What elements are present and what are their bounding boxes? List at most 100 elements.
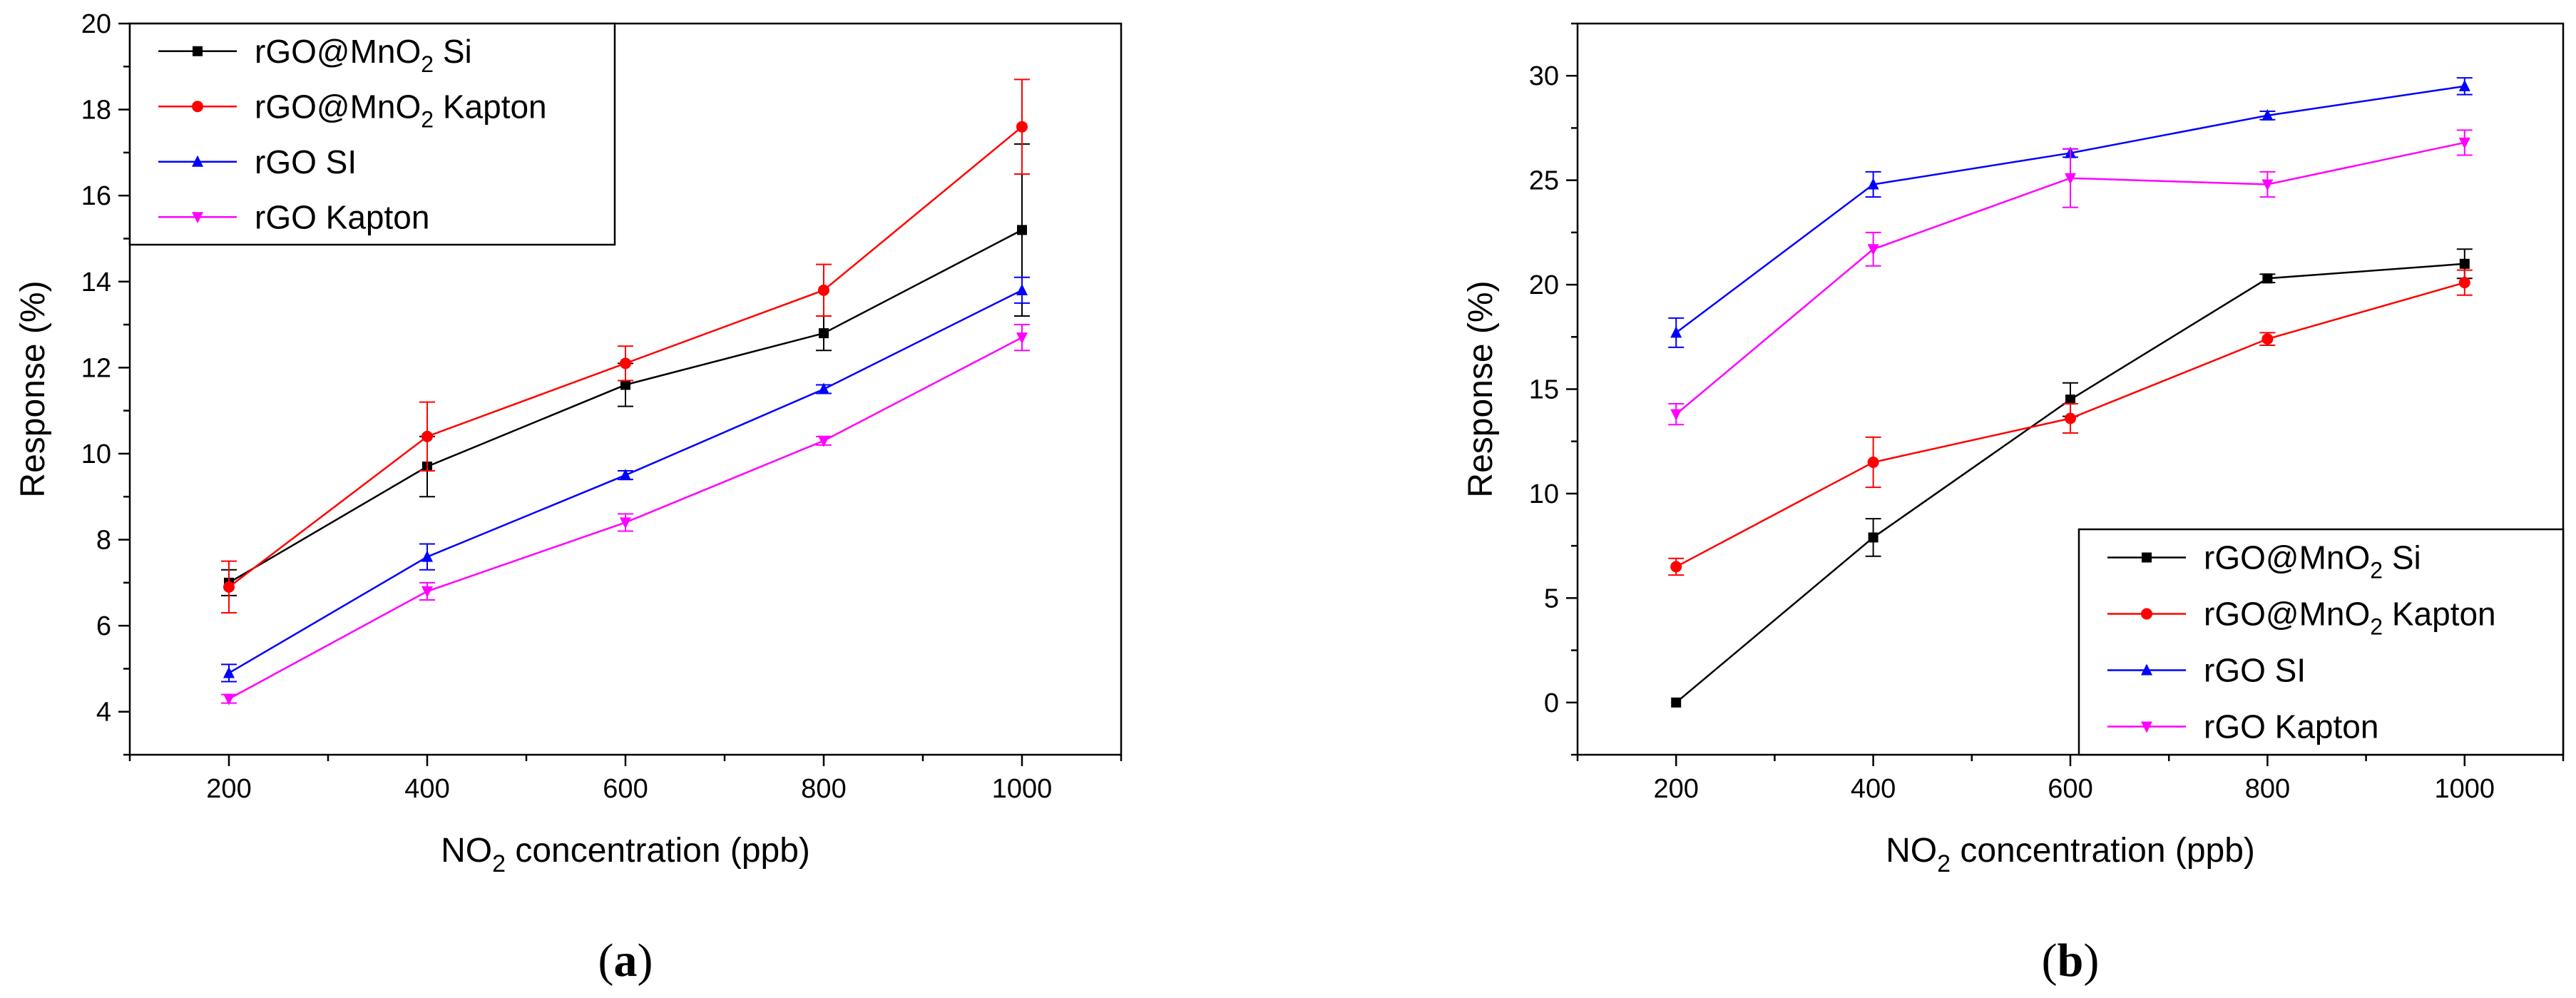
legend-marker: [2141, 721, 2152, 733]
data-point: [2458, 277, 2470, 289]
y-axis-title: Response (%): [1462, 280, 1500, 497]
y-tick-label: 14: [81, 268, 111, 297]
legend-marker: [192, 155, 203, 167]
x-tick-label: 1000: [2435, 774, 2495, 804]
data-point: [2065, 173, 2076, 185]
x-axis-title: NO2 concentration (ppb): [1886, 832, 2255, 877]
data-point: [1670, 409, 1682, 421]
y-tick-label: 20: [81, 9, 111, 39]
data-point: [818, 284, 829, 296]
x-tick-label: 1000: [992, 774, 1053, 804]
y-tick-label: 5: [1544, 584, 1559, 613]
series-line: [1675, 85, 2465, 334]
data-point: [2065, 394, 2075, 405]
legend-item: rGO@MnO2 Si: [158, 33, 472, 77]
legend-label: rGO@MnO2 Kapton: [255, 88, 547, 132]
legend-item: rGO@MnO2 Kapton: [158, 88, 547, 132]
y-tick-label: 0: [1544, 688, 1559, 718]
data-point: [2458, 79, 2470, 91]
legend-marker: [192, 101, 203, 113]
data-point: [2262, 273, 2273, 284]
legend-label: rGO SI: [2204, 652, 2306, 689]
legend-box: [2077, 528, 2565, 756]
data-point: [2261, 333, 2274, 345]
data-point: [620, 469, 631, 481]
data-point: [421, 430, 433, 442]
x-axis-title: NO2 concentration (ppb): [441, 832, 810, 877]
data-point: [620, 357, 631, 370]
data-point: [1017, 225, 1027, 235]
x-tick-label: 400: [1851, 774, 1896, 804]
data-point: [818, 382, 829, 394]
legend-item: rGO Kapton: [158, 198, 429, 235]
data-point: [2065, 412, 2076, 424]
y-tick-label: 25: [1529, 166, 1559, 196]
y-tick-label: 15: [1529, 375, 1559, 405]
data-point: [1867, 244, 1879, 256]
data-point: [1670, 561, 1682, 573]
x-tick-label: 400: [404, 774, 449, 804]
data-point: [819, 328, 829, 339]
y-tick-label: 4: [96, 698, 111, 728]
data-point: [2261, 179, 2274, 191]
x-tick-label: 600: [2048, 774, 2092, 804]
x-tick-label: 600: [603, 774, 648, 804]
legend: rGO@MnO2 Si rGO@MnO2 Kapton rGO SI rGO Kapt…: [2077, 528, 2565, 756]
data-point: [2459, 258, 2470, 269]
legend-label: rGO Kapton: [2204, 708, 2378, 745]
chart-panel-a: 200 400 600 800 1000 4 6 8 10 12 14 16 18 20 NO2 conce…: [14, 9, 1123, 987]
legend-item: rGO Kapton: [2107, 708, 2378, 745]
y-tick-label: 18: [81, 96, 111, 126]
x-tick-label: 200: [206, 774, 251, 804]
data-point: [1016, 332, 1028, 345]
y-tick-label: 20: [1529, 270, 1559, 300]
data-point: [1867, 178, 1879, 190]
data-point: [223, 581, 235, 593]
data-point: [223, 693, 235, 706]
chart-panel-b: 200 400 600 800 1000 0 5 10 15 20 25 30 NO2 concentr…: [1462, 22, 2565, 987]
data-point: [1670, 326, 1682, 338]
legend-label: rGO SI: [255, 143, 357, 180]
legend: rGO@MnO2 Si rGO@MnO2 Kapton rGO SI rGO Kapt…: [128, 22, 616, 246]
legend-marker: [2141, 608, 2152, 620]
legend-label: rGO@MnO2 Si: [2204, 539, 2421, 584]
y-axis-title: Response (%): [14, 280, 52, 497]
legend-marker: [2141, 663, 2152, 676]
legend-marker: [193, 46, 203, 56]
data-point: [2261, 108, 2274, 121]
series-4: [221, 324, 1030, 706]
y-tick-label: 10: [81, 439, 111, 469]
legend-marker: [192, 212, 203, 224]
legend-marker: [2142, 552, 2152, 563]
legend-box: [128, 22, 616, 246]
data-point: [1016, 283, 1028, 295]
series-2: [221, 78, 1030, 614]
data-point: [620, 517, 631, 529]
legend-item: rGO SI: [2107, 652, 2306, 689]
data-point: [1671, 697, 1682, 708]
legend-label: rGO Kapton: [255, 198, 429, 235]
data-point: [1867, 457, 1879, 468]
panel-label: (b): [2042, 935, 2100, 987]
data-point: [421, 586, 433, 598]
series-4: [1668, 129, 2473, 426]
data-point: [421, 550, 433, 562]
data-point: [223, 666, 235, 678]
legend-item: rGO@MnO2 Si: [2107, 539, 2421, 584]
series-3: [1668, 77, 2473, 348]
data-point: [2458, 137, 2470, 149]
y-tick-label: 16: [81, 181, 111, 211]
series-2: [1668, 269, 2473, 576]
y-tick-label: 30: [1529, 61, 1559, 91]
series-3: [221, 276, 1030, 683]
legend-item: rGO SI: [158, 143, 357, 180]
legend-label: rGO@MnO2 Si: [255, 33, 472, 77]
x-tick-label: 200: [1653, 774, 1698, 804]
y-tick-label: 6: [96, 611, 111, 641]
y-tick-label: 12: [81, 353, 111, 383]
x-tick-label: 800: [801, 774, 846, 804]
data-point: [818, 435, 829, 447]
y-tick-label: 10: [1529, 479, 1559, 509]
data-point: [1016, 121, 1028, 133]
